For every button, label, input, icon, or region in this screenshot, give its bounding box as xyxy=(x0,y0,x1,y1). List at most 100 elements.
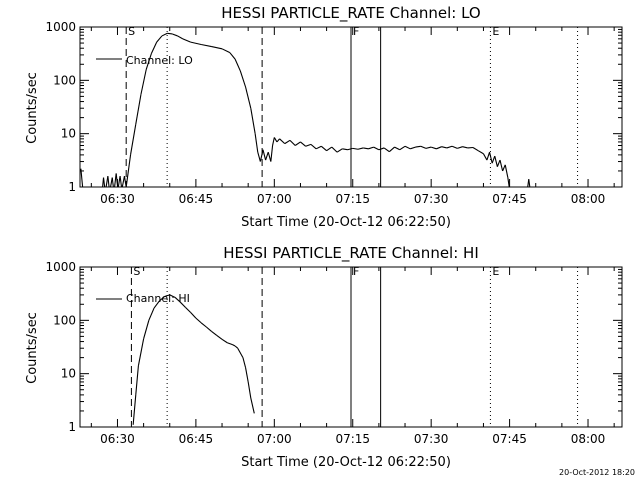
hi-series-segment xyxy=(190,312,197,319)
lo-series-segment xyxy=(446,145,453,149)
lo-series-segment xyxy=(229,52,236,60)
lo-series-segment xyxy=(114,173,117,187)
lo-series-segment xyxy=(363,147,369,150)
hi-series-segment xyxy=(132,394,137,425)
hi-x-tick-label: 07:30 xyxy=(414,432,449,446)
hi-series-segment xyxy=(200,322,207,328)
hi-series-segment xyxy=(221,338,228,344)
lo-series-segment xyxy=(119,176,123,187)
lo-x-tick-label: 07:15 xyxy=(335,192,370,206)
lo-chart-title: HESSI PARTICLE_RATE Channel: LO xyxy=(221,4,480,23)
lo-series-segment xyxy=(182,38,191,43)
lo-series-segment xyxy=(262,149,267,161)
lo-series-segment xyxy=(502,164,506,172)
lo-legend-label: Channel: LO xyxy=(126,54,193,67)
lo-series-segment xyxy=(528,179,531,187)
lo-series-segment xyxy=(289,139,296,146)
lo-series-segment xyxy=(399,145,406,151)
lo-series-segment xyxy=(156,35,163,43)
lo-series-segment xyxy=(117,176,121,187)
hi-series-segment xyxy=(164,294,170,298)
hi-series-segment xyxy=(179,301,186,308)
hi-series-segment xyxy=(205,326,212,332)
lo-channel-panel: HESSI PARTICLE_RATE Channel: LO Counts/s… xyxy=(25,4,623,230)
lo-series-segment xyxy=(102,177,106,187)
lo-series-segment xyxy=(499,159,504,172)
hi-x-tick-label: 07:45 xyxy=(492,432,527,446)
lo-series-segment xyxy=(331,146,338,153)
lo-series-segment xyxy=(373,146,380,151)
lo-series-segment xyxy=(441,146,447,149)
lo-series-segment xyxy=(273,137,278,143)
hi-series-segment xyxy=(153,300,160,309)
hi-marker-label: E xyxy=(492,265,499,278)
hi-x-axis-label: Start Time (20-Oct-12 06:22:50) xyxy=(241,455,451,470)
hi-chart-title: HESSI PARTICLE_RATE Channel: HI xyxy=(223,244,479,263)
hi-series-segment xyxy=(195,317,202,324)
hi-x-tick-label: 06:45 xyxy=(179,432,214,446)
hi-series-segment xyxy=(143,320,150,339)
hi-y-tick-label: 1 xyxy=(68,420,76,434)
lo-series-segment xyxy=(420,145,427,149)
lo-series-segment xyxy=(368,146,374,150)
lo-series-segment xyxy=(211,46,223,50)
lo-series-segment xyxy=(378,147,385,151)
lo-x-axis-label: Start Time (20-Oct-12 06:22:50) xyxy=(241,215,451,230)
hi-series-segment xyxy=(227,342,233,346)
lo-series-segment xyxy=(457,146,463,149)
hi-series-segment xyxy=(232,344,236,347)
lo-series-segment xyxy=(257,152,261,162)
lo-series-segment xyxy=(172,33,178,37)
lo-series-segment xyxy=(190,41,202,46)
hi-series-segment xyxy=(148,307,155,321)
lo-series-segment xyxy=(80,168,84,187)
lo-series-segment xyxy=(177,35,184,40)
lo-x-tick-label: 07:00 xyxy=(257,192,292,206)
lo-series-segment xyxy=(494,155,498,167)
lo-series-segment xyxy=(300,141,307,147)
lo-series-segment xyxy=(294,141,301,146)
lo-series-segment xyxy=(404,145,411,150)
lo-y-tick-label: 10 xyxy=(61,127,76,141)
hi-series-segment xyxy=(245,367,249,383)
lo-series-segment xyxy=(107,176,110,187)
lo-series-segment xyxy=(504,164,509,178)
lo-series-segment xyxy=(436,146,442,150)
lo-series-segment xyxy=(357,147,364,150)
lo-series-segment xyxy=(482,153,488,161)
hi-x-tick-label: 07:15 xyxy=(335,432,370,446)
lo-series-segment xyxy=(451,145,458,149)
lo-y-tick-label: 1 xyxy=(68,180,76,194)
lo-series-segment xyxy=(477,150,484,155)
lo-series-segment xyxy=(425,146,432,149)
lo-y-tick-label: 1000 xyxy=(45,20,76,34)
hi-series-segment xyxy=(250,397,255,414)
lo-series-segment xyxy=(109,177,113,187)
lo-series-segment xyxy=(239,70,247,88)
lo-x-tick-label: 07:30 xyxy=(414,192,449,206)
lo-series-segment xyxy=(276,138,280,143)
lo-series-segment xyxy=(342,148,348,151)
lo-series-segment xyxy=(270,145,274,162)
plot-timestamp: 20-Oct-2012 18:20 xyxy=(559,468,635,477)
hi-series-segment xyxy=(158,296,165,302)
lo-series-segment xyxy=(321,145,327,152)
lo-series-segment xyxy=(167,32,173,35)
lo-series-segment xyxy=(250,108,256,134)
lo-series-segment xyxy=(234,58,241,72)
hi-series-segment xyxy=(169,294,176,298)
hi-legend-label: Channel: HI xyxy=(126,292,190,305)
lo-series-segment xyxy=(265,151,269,161)
lo-x-tick-label: 08:00 xyxy=(571,192,606,206)
lo-marker-label: E xyxy=(492,25,499,38)
lo-series-segment xyxy=(254,133,259,153)
hi-series-segment xyxy=(185,306,192,313)
lo-x-tick-label: 06:30 xyxy=(100,192,135,206)
lo-series-segment xyxy=(507,177,510,187)
hi-series-segment xyxy=(211,330,218,336)
hi-x-tick-label: 08:00 xyxy=(571,432,606,446)
hi-x-tick-label: 06:30 xyxy=(100,432,135,446)
hi-series-group xyxy=(132,294,255,425)
hi-marker-label: F xyxy=(353,265,359,278)
